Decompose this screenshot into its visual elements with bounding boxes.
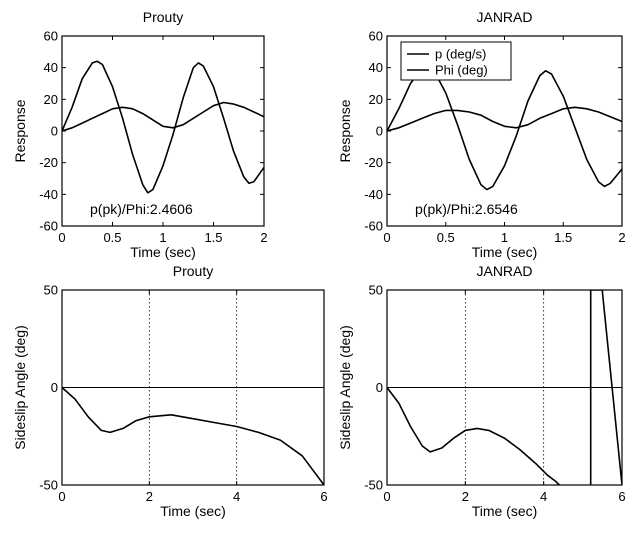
x-tick-label: 4 [233,489,240,504]
legend-entry: p (deg/s) [435,47,486,62]
chart-title: Prouty [173,263,213,279]
x-tick-label: 6 [618,489,625,504]
y-tick-label: 60 [44,29,58,44]
x-tick-label: 1 [159,230,166,245]
x-tick-label: 1.5 [554,230,572,245]
y-axis-label: Response [12,99,28,162]
y-tick-label: 0 [51,124,58,139]
y-tick-label: 60 [369,29,383,44]
legend-box [400,41,512,81]
x-tick-label: 2 [618,230,625,245]
y-tick-label: -20 [364,155,383,170]
x-tick-label: 0.5 [103,230,121,245]
series-line-2 [387,106,622,132]
series-line-1 [62,386,324,485]
chart-title: JANRAD [476,9,532,25]
ratio-annotation: p(pk)/Phi:2.6546 [415,201,518,217]
x-axis-label: Time (sec) [472,503,538,519]
x-tick-label: 0.5 [437,230,455,245]
y-axis-label: Sideslip Angle (deg) [12,325,28,450]
y-tick-label: 40 [369,60,383,75]
y-tick-label: -20 [39,155,58,170]
y-tick-label: 50 [44,283,58,298]
y-tick-label: 0 [376,124,383,139]
series-line-1 [387,387,560,485]
y-tick-label: 0 [51,380,58,395]
chart-2: 0 0.5 1 1.5 2 -60 -40 -20 0 20 40 60 JANRAD Time (sec… [337,9,626,260]
x-tick-label: 0 [58,489,65,504]
legend-entry: Phi (deg) [435,63,488,78]
chart-title: JANRAD [476,263,532,279]
y-tick-label: -40 [364,187,383,202]
x-axis-label: Time (sec) [160,503,226,519]
x-tick-label: 0 [383,489,390,504]
y-tick-label: -60 [39,219,58,234]
chart-1: 0 0.5 1 1.5 2 -60 -40 -20 0 20 40 60 Prouty Time (sec… [12,9,268,260]
y-tick-label: 20 [369,92,383,107]
series-line-1 [62,60,264,194]
legend: p (deg/s)Phi (deg) [400,41,512,81]
y-tick-label: -60 [364,219,383,234]
ratio-annotation: p(pk)/Phi:2.4606 [90,201,193,217]
series-line-2 [589,290,622,485]
y-tick-label: -50 [364,478,383,493]
y-tick-label: -40 [39,187,58,202]
chart-title: Prouty [143,9,183,25]
x-tick-label: 0 [58,230,65,245]
series-line-2 [62,101,264,132]
x-tick-label: 2 [462,489,469,504]
x-tick-label: 2 [260,230,267,245]
y-tick-label: 20 [44,92,58,107]
y-axis-label: Sideslip Angle (deg) [337,325,353,450]
x-tick-label: 0 [383,230,390,245]
x-axis-label: Time (sec) [130,244,196,260]
x-axis-label: Time (sec) [472,244,538,260]
x-tick-label: 6 [320,489,327,504]
y-axis-label: Response [337,99,353,162]
y-tick-label: 0 [376,380,383,395]
y-tick-label: 40 [44,60,58,75]
x-tick-label: 1 [501,230,508,245]
y-tick-label: -50 [39,478,58,493]
x-tick-label: 2 [146,489,153,504]
x-tick-label: 1.5 [204,230,222,245]
x-tick-label: 4 [540,489,547,504]
y-tick-label: 50 [369,283,383,298]
plot-frame [61,35,265,227]
